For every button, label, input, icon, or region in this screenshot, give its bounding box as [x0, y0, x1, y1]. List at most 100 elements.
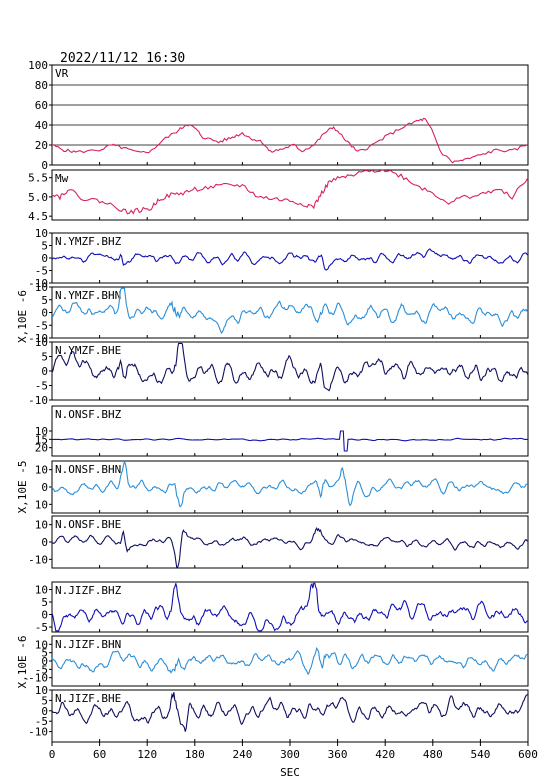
- panel-6: 10 0 10 N.ONSF.BHN: [35, 460, 529, 514]
- y-tick-label: 10: [35, 519, 48, 532]
- panel-name: N.YMZF.BHN: [55, 289, 121, 302]
- panel-name: VR: [55, 67, 69, 80]
- panel-name: N.ONSF.BHZ: [55, 408, 122, 421]
- y-tick-label: 5: [41, 694, 48, 707]
- panel-frame: [51, 581, 529, 633]
- series-line: [51, 168, 529, 215]
- y-tick-label: 0: [41, 705, 48, 718]
- y-tick-label: -10: [28, 332, 48, 345]
- panel-frame: [51, 286, 529, 339]
- panel-4: 10 50 -5-10 N.YMZF.BHE: [28, 336, 529, 407]
- x-axis: 0 60 120 180 240 300 360 420 480 540 600: [49, 742, 538, 761]
- y-tick-label: 4.5: [28, 210, 48, 223]
- panel-name: N.ONSF.BHN: [55, 463, 121, 476]
- y-tick-label: 10: [35, 684, 48, 697]
- panels: 100806040200VR5.55.04.5Mw1050-5-10N.YMZF…: [28, 59, 529, 743]
- y-tick-label: 5.0: [28, 191, 48, 204]
- y-tick-label: 100: [28, 59, 48, 72]
- y-tick-label: 10: [35, 638, 48, 651]
- x-tick-label: 600: [518, 748, 538, 761]
- panel-name: N.ONSF.BHE: [55, 518, 121, 531]
- y-tick-label: 0: [41, 307, 48, 320]
- unit-label: X,10E -5: [16, 461, 29, 514]
- panel-frame: [51, 64, 529, 166]
- y-tick-label: 5: [41, 351, 48, 364]
- x-tick-label: 240: [232, 748, 252, 761]
- panel-name: N.YMZF.BHZ: [55, 235, 122, 248]
- x-tick-label: 540: [470, 748, 490, 761]
- y-tick-label: 10: [35, 498, 48, 511]
- series-line: [51, 646, 529, 676]
- y-tick-label: -5: [35, 265, 48, 278]
- y-tick-label: 10: [35, 464, 48, 477]
- panel-frame: [51, 169, 529, 221]
- y-tick-label: -10: [28, 672, 48, 685]
- y-tick-label: 10: [35, 281, 48, 294]
- y-tick-label: 60: [35, 99, 48, 112]
- header-timestamp: 2022/11/12 16:30: [60, 51, 185, 66]
- unit-label: X,10E -6: [16, 290, 29, 343]
- unit-label: X,10E -6: [16, 636, 29, 689]
- series-line: [51, 526, 528, 568]
- panel-name: N.JIZF.BHN: [55, 638, 121, 651]
- series-line: [51, 692, 528, 732]
- x-tick-label: 420: [375, 748, 395, 761]
- y-tick-label: -5: [35, 715, 48, 728]
- y-tick-label: 0: [41, 609, 48, 622]
- y-tick-label: -10: [28, 394, 48, 407]
- y-tick-label: -10: [28, 726, 48, 739]
- y-tick-label: 20: [35, 442, 48, 455]
- x-tick-label: 360: [328, 748, 348, 761]
- y-tick-label: 5: [41, 294, 48, 307]
- panel-frame: [51, 689, 529, 743]
- panel-0: 100 80 60 40 20 0 VR: [28, 59, 529, 172]
- panel-frame: [51, 515, 529, 569]
- y-tick-label: 10: [35, 227, 48, 240]
- panel-name: N.JIZF.BHE: [55, 692, 121, 705]
- y-tick-label: 10: [35, 425, 48, 438]
- y-tick-label: -10: [28, 277, 48, 290]
- x-tick-label: 180: [185, 748, 205, 761]
- x-axis-label: SEC: [280, 766, 300, 779]
- series-line: [51, 287, 529, 335]
- y-tick-label: -5: [35, 621, 48, 634]
- y-tick-label: 0: [41, 159, 48, 172]
- y-tick-label: 0: [41, 481, 48, 494]
- y-tick-label: -5: [35, 663, 48, 676]
- x-tick-label: 60: [93, 748, 106, 761]
- series-line: [51, 248, 529, 271]
- y-tick-label: 5: [41, 596, 48, 609]
- y-tick-label: 0: [41, 536, 48, 549]
- series-line: [51, 582, 529, 632]
- y-tick-label: 0: [41, 365, 48, 378]
- y-tick-label: 0: [41, 655, 48, 668]
- panel-1: 5.5 5.0 4.5 Mw: [28, 168, 529, 223]
- y-tick-label: 15: [35, 433, 48, 446]
- y-tick-label: 20: [35, 139, 48, 152]
- y-tick-label: 80: [35, 79, 48, 92]
- y-tick-label: 5: [41, 647, 48, 660]
- panel-name: N.JIZF.BHZ: [55, 584, 122, 597]
- y-tick-label: 0: [41, 252, 48, 265]
- y-tick-label: 5: [41, 240, 48, 253]
- y-tick-label: 10: [35, 336, 48, 349]
- group-labels: X,10E -6 X,10E -5 X,10E -6: [16, 290, 29, 688]
- x-tick-label: 480: [423, 748, 443, 761]
- y-tick-label: 5.5: [28, 172, 48, 185]
- series-line: [51, 342, 529, 392]
- y-tick-label: -5: [35, 380, 48, 393]
- x-tick-label: 300: [280, 748, 300, 761]
- x-tick-label: 0: [49, 748, 56, 761]
- panel-frame: [51, 341, 529, 401]
- series-line: [51, 117, 529, 164]
- series-line: [51, 460, 529, 508]
- y-tick-label: 10: [35, 584, 48, 597]
- y-tick-label: -5: [35, 319, 48, 332]
